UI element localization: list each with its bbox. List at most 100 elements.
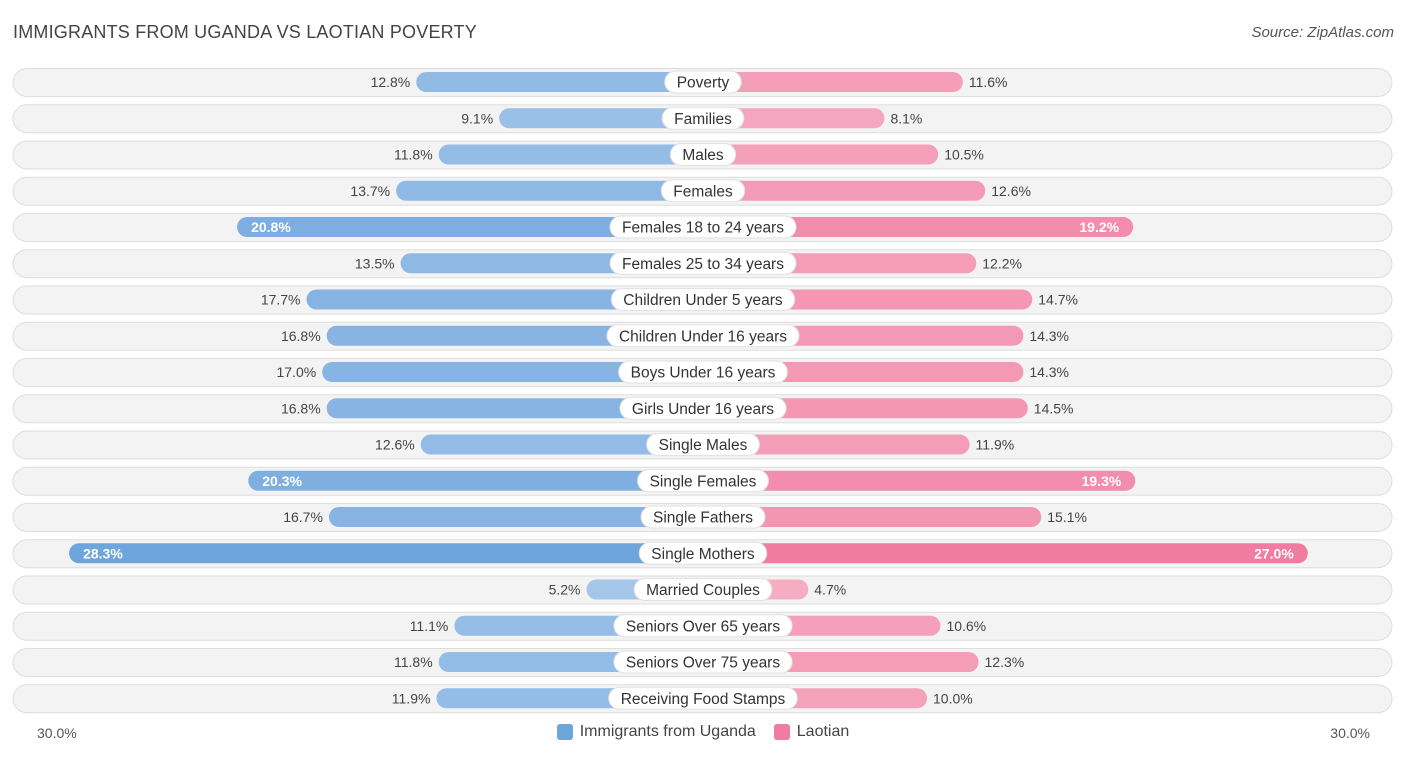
- value-label-laotian: 10.0%: [933, 690, 973, 706]
- category-label-pill: [619, 396, 787, 420]
- category-label-pill: [664, 70, 742, 94]
- category-label: Females 25 to 34 years: [622, 256, 784, 273]
- category-label-pill: [606, 324, 800, 348]
- legend-swatch-laotian: [773, 724, 790, 740]
- value-label-laotian: 8.1%: [890, 110, 922, 126]
- bar-uganda: [248, 470, 703, 491]
- chart-row: 11.8% 10.5% Males: [12, 140, 1393, 170]
- value-label-uganda: 11.1%: [410, 618, 449, 634]
- bar-uganda: [326, 398, 703, 419]
- value-label-laotian: 12.3%: [985, 654, 1025, 670]
- value-label-uganda: 20.8%: [251, 219, 291, 235]
- category-label: Seniors Over 75 years: [626, 655, 780, 672]
- diverging-bar-chart: 12.8% 11.6% Poverty 9.1% 8.1% Families 11.8% 10…: [12, 68, 1393, 714]
- chart-row: 20.8% 19.2% Females 18 to 24 years: [12, 213, 1393, 242]
- category-label: Seniors Over 65 years: [626, 618, 780, 635]
- value-label-laotian: 27.0%: [1254, 545, 1294, 561]
- bar-uganda: [499, 108, 703, 129]
- category-label: Families: [674, 111, 732, 128]
- category-label-pill: [610, 288, 796, 311]
- category-label-pill: [669, 143, 737, 166]
- value-label-laotian: 12.6%: [991, 183, 1031, 199]
- bar-uganda: [396, 180, 703, 201]
- value-label-uganda: 12.8%: [371, 74, 411, 90]
- category-label-pill: [646, 433, 760, 456]
- chart-row: 20.3% 19.3% Single Females: [12, 466, 1393, 496]
- category-label-pill: [609, 215, 797, 239]
- chart-row: 12.8% 11.6% Poverty: [12, 68, 1393, 97]
- value-label-uganda: 9.1%: [461, 110, 493, 126]
- bar-laotian: [703, 180, 986, 201]
- category-label-pill: [613, 614, 793, 638]
- category-label: Married Couples: [646, 582, 760, 599]
- bar-laotian: [703, 217, 1134, 237]
- category-label: Children Under 5 years: [623, 292, 783, 309]
- value-label-laotian: 19.2%: [1079, 219, 1119, 235]
- category-label-pill: [640, 505, 766, 529]
- chart-row: 16.7% 15.1% Single Fathers: [12, 503, 1393, 532]
- value-label-laotian: 11.9%: [976, 437, 1015, 453]
- value-label-laotian: 10.6%: [946, 618, 986, 634]
- category-label-pill: [608, 686, 798, 710]
- chart-row: 16.8% 14.3% Children Under 16 years: [12, 321, 1393, 351]
- bar-laotian: [703, 507, 1042, 527]
- bar-laotian: [703, 108, 885, 129]
- value-label-uganda: 28.3%: [83, 545, 123, 561]
- chart-row: 17.0% 14.3% Boys Under 16 years: [12, 358, 1393, 387]
- chart-row: 11.9% 10.0% Receiving Food Stamps: [12, 684, 1393, 714]
- bar-laotian: [703, 72, 963, 92]
- category-label: Females: [673, 183, 733, 200]
- source-credit: Source: ZipAtlas.com: [1251, 24, 1394, 41]
- category-label-pill: [633, 578, 773, 601]
- category-label: Girls Under 16 years: [632, 401, 774, 418]
- bar-laotian: [703, 543, 1308, 564]
- value-label-laotian: 19.3%: [1082, 473, 1122, 489]
- value-label-uganda: 11.9%: [392, 690, 431, 706]
- value-label-laotian: 10.5%: [944, 147, 984, 163]
- value-label-uganda: 11.8%: [394, 147, 433, 163]
- category-label-pill: [661, 106, 745, 130]
- value-label-uganda: 13.7%: [350, 183, 390, 199]
- category-label: Males: [682, 147, 724, 164]
- category-label: Boys Under 16 years: [631, 365, 776, 382]
- bar-uganda: [237, 217, 703, 237]
- chart-row: 13.5% 12.2% Females 25 to 34 years: [12, 249, 1393, 279]
- bar-uganda: [69, 543, 703, 564]
- value-label-uganda: 12.6%: [375, 437, 415, 453]
- bar-laotian: [703, 434, 970, 455]
- value-label-laotian: 4.7%: [814, 582, 846, 598]
- value-label-uganda: 17.7%: [261, 292, 301, 308]
- value-label-laotian: 14.3%: [1029, 328, 1069, 344]
- chart-title: IMMIGRANTS FROM UGANDA VS LAOTIAN POVERT…: [13, 22, 477, 42]
- axis-left-label: 30.0%: [37, 725, 77, 741]
- axis-right-label: 30.0%: [1330, 725, 1370, 741]
- legend-label-uganda: Immigrants from Uganda: [579, 723, 756, 740]
- bar-uganda: [420, 434, 703, 455]
- legend-label-laotian: Laotian: [796, 723, 850, 740]
- chart-row: 11.8% 12.3% Seniors Over 75 years: [12, 648, 1393, 677]
- value-label-uganda: 17.0%: [276, 364, 316, 380]
- chart-row: 12.6% 11.9% Single Males: [12, 430, 1393, 460]
- category-label-pill: [618, 360, 788, 384]
- category-label-pill: [638, 541, 768, 565]
- bar-uganda: [322, 362, 703, 382]
- category-label: Single Females: [650, 473, 757, 490]
- legend-item-uganda[interactable]: Immigrants from Uganda: [556, 723, 756, 741]
- bar-uganda: [328, 507, 703, 527]
- category-label: Receiving Food Stamps: [621, 691, 786, 708]
- value-label-laotian: 11.6%: [969, 74, 1008, 90]
- category-label: Single Mothers: [651, 546, 755, 563]
- value-label-laotian: 14.5%: [1034, 400, 1074, 416]
- bar-uganda: [438, 144, 703, 165]
- chart-row: 5.2% 4.7% Married Couples: [12, 575, 1393, 605]
- value-label-laotian: 14.7%: [1038, 292, 1078, 308]
- chart-row: 13.7% 12.6% Females: [12, 176, 1393, 206]
- value-label-uganda: 5.2%: [549, 582, 581, 598]
- chart-row: 17.7% 14.7% Children Under 5 years: [12, 285, 1393, 315]
- legend-item-laotian[interactable]: Laotian: [773, 723, 850, 741]
- category-label-pill: [613, 650, 793, 674]
- value-label-laotian: 15.1%: [1047, 509, 1087, 525]
- value-label-uganda: 16.7%: [283, 509, 323, 525]
- bar-laotian: [703, 470, 1136, 491]
- chart-row: 9.1% 8.1% Families: [12, 104, 1393, 134]
